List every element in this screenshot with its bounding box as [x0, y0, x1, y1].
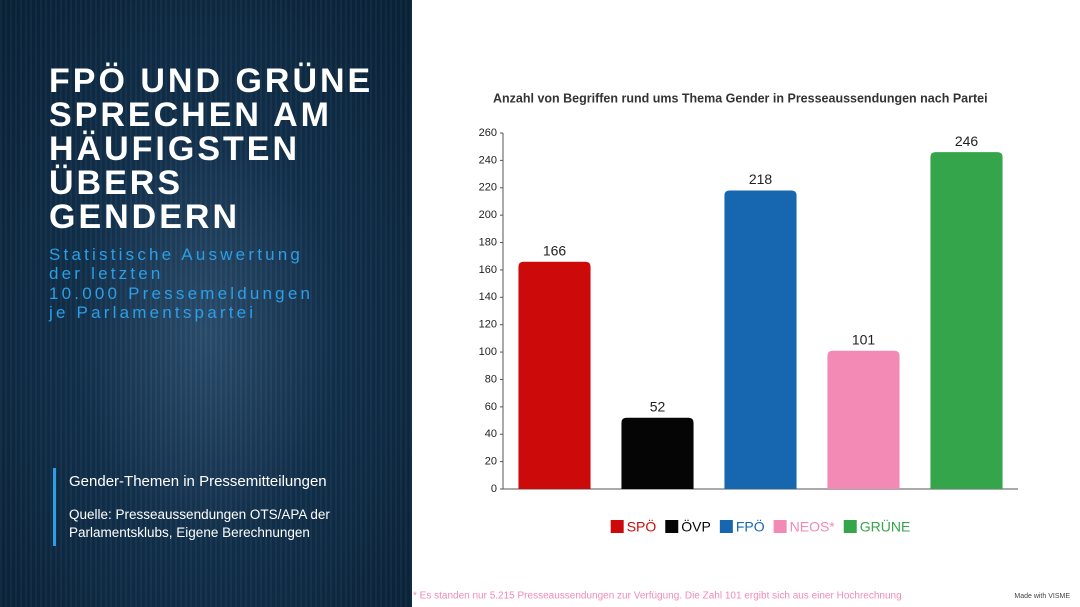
legend-label: SPÖ	[627, 518, 657, 535]
y-tick-label: 60	[485, 401, 497, 413]
y-tick-label: 220	[479, 182, 497, 194]
y-tick-label: 260	[479, 127, 497, 139]
legend-label: ÖVP	[681, 518, 711, 535]
bar	[724, 190, 797, 489]
y-tick-label: 140	[479, 291, 497, 303]
value-label: 218	[749, 171, 773, 187]
box-source: Parlamentsklubs, Eigene Berechnungen	[69, 525, 310, 540]
bar	[827, 350, 900, 489]
slide-subtitle: 10.000 Pressemeldungen	[49, 284, 314, 303]
slide-title: ÜBERS	[49, 164, 184, 202]
value-label: 166	[543, 242, 567, 258]
footnote: * Es standen nur 5.215 Presseaussendunge…	[413, 591, 902, 602]
legend-swatch	[773, 520, 787, 533]
slide-title: FPÖ UND GRÜNE	[49, 62, 374, 100]
slide-title: SPRECHEN AM	[49, 96, 332, 134]
box-source: Quelle: Presseaussendungen OTS/APA der	[69, 507, 330, 522]
bar	[621, 417, 694, 489]
value-label: 246	[955, 133, 979, 149]
slide-subtitle: der letzten	[49, 264, 164, 283]
y-tick-label: 100	[479, 346, 497, 358]
legend-swatch	[665, 520, 679, 533]
legend-label: NEOS*	[790, 519, 836, 535]
legend-swatch	[843, 520, 857, 533]
accent-bar	[53, 468, 56, 546]
bar	[930, 152, 1003, 489]
slide-title: GENDERN	[49, 198, 241, 236]
legend-swatch	[610, 520, 624, 533]
bar	[518, 261, 591, 489]
legend-label: GRÜNE	[860, 518, 911, 535]
y-tick-label: 180	[479, 236, 497, 248]
y-tick-label: 40	[485, 428, 497, 440]
value-label: 101	[852, 331, 876, 347]
y-tick-label: 80	[485, 373, 497, 385]
slide-subtitle: je Parlamentspartei	[49, 303, 257, 322]
box-heading: Gender-Themen in Pressemitteilungen	[69, 473, 327, 490]
y-tick-label: 120	[479, 319, 497, 331]
legend-swatch	[719, 520, 733, 533]
y-tick-label: 240	[479, 154, 497, 166]
chart-title: Anzahl von Begriffen rund ums Thema Gend…	[493, 91, 988, 105]
value-label: 52	[650, 399, 666, 415]
y-tick-label: 20	[485, 456, 497, 468]
legend-label: FPÖ	[736, 518, 765, 535]
slide-subtitle: Statistische Auswertung	[49, 245, 304, 264]
credit: Made with VISME	[1014, 593, 1070, 600]
y-tick-label: 0	[491, 483, 497, 495]
y-tick-label: 200	[479, 209, 497, 221]
slide-title: HÄUFIGSTEN	[49, 130, 300, 168]
photo-panel	[0, 0, 412, 607]
y-tick-label: 160	[479, 264, 497, 276]
